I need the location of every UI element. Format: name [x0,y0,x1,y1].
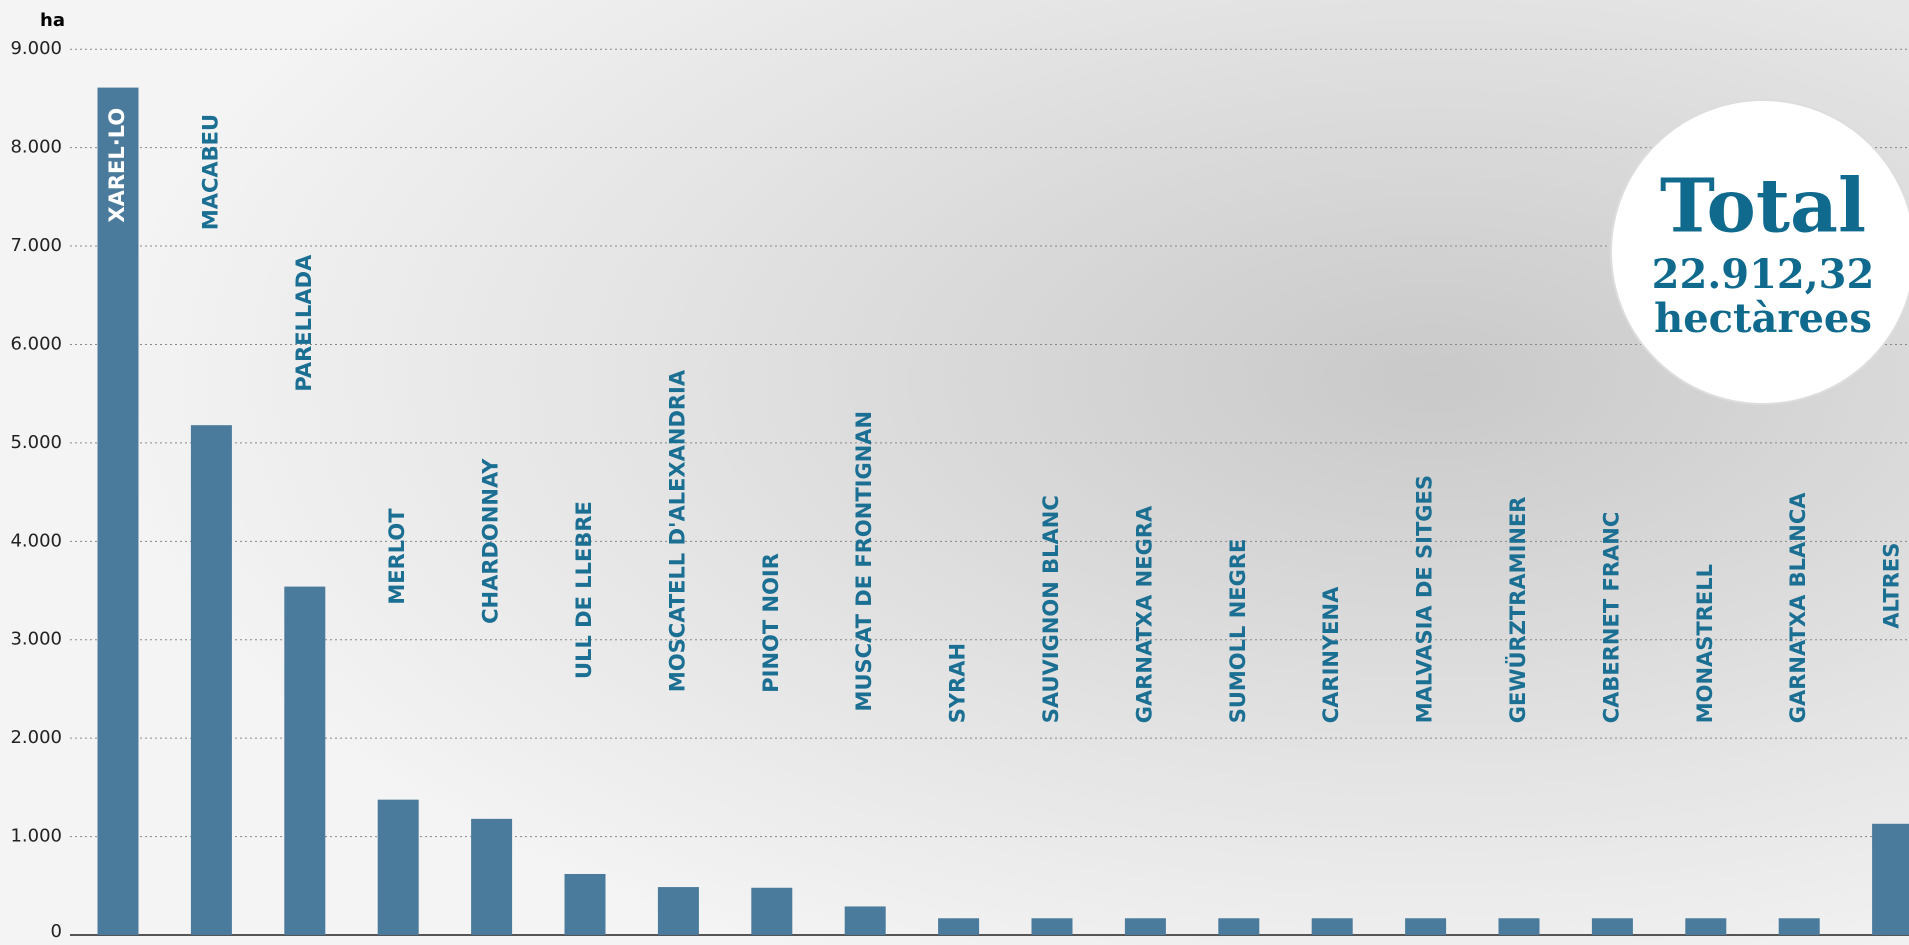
bar [1031,918,1073,935]
category-label: ALTRES [1880,543,1904,629]
category-label: PARELLADA [292,254,316,392]
y-tick-label: 5.000 [10,432,62,453]
category-label: SUMOLL NEGRE [1226,539,1250,724]
category-label: ULL DE LLEBRE [572,501,596,679]
category-label: MERLOT [385,508,409,605]
category-label: MUSCAT DE FRONTIGNAN [852,411,876,712]
total-unit: hectàrees [1654,295,1872,342]
category-label: SYRAH [946,643,970,723]
category-label: GARNATXA NEGRA [1132,505,1156,723]
bar [1872,823,1909,935]
plot: 0 1.000 2.000 3.000 4.000 5.000 6.000 7.000 8.00… [10,38,1909,942]
bar [1778,918,1820,935]
category-label: MOSCATELL D'ALEXANDRIA [665,369,689,692]
total-value: 22.912,32 [1652,251,1875,298]
bar [97,87,139,936]
category-label: GEWÜRZTRAMINER [1505,497,1530,724]
bar [1124,918,1166,935]
y-axis-unit: ha [40,10,65,31]
bar [751,887,793,935]
category-label: CHARDONNAY [479,458,503,624]
bar [284,586,326,935]
category-label: MALVASIA DE SITGES [1413,475,1437,723]
bar [377,799,419,935]
bar [190,425,232,935]
y-tick-label: 1.000 [10,826,62,847]
bar [1591,918,1633,935]
y-tick-label: 3.000 [10,629,62,650]
category-label: SAUVIGNON BLANC [1039,495,1063,723]
total-title: Total [1660,164,1866,250]
category-label: MACABEU [198,114,222,230]
bar [1685,918,1727,935]
bar [1218,918,1260,935]
total-badge: Total 22.912,32 hectàrees [1610,99,1909,405]
y-tick-label: 4.000 [10,530,62,551]
category-label: CARINYENA [1319,586,1343,723]
y-tick-label: 2.000 [10,727,62,748]
category-label: MONASTRELL [1693,564,1717,723]
y-tick-label: 7.000 [10,235,62,256]
y-tick-label: 9.000 [10,38,62,59]
y-tick-label: 0 [51,921,62,942]
category-label: CABERNET FRANC [1599,512,1623,724]
bar [657,887,699,935]
bar [938,918,980,935]
bar [844,906,886,935]
total-circle [1610,99,1909,405]
bar [564,873,606,935]
bar [1405,918,1447,935]
bar [471,818,513,935]
bar [1498,918,1540,935]
bar [1311,918,1353,935]
category-label: PINOT NOIR [759,553,783,693]
category-label: XAREL·LO [105,108,129,223]
y-tick-label: 6.000 [10,333,62,354]
y-tick-label: 8.000 [10,137,62,158]
category-label: GARNATXA BLANCA [1786,492,1810,724]
